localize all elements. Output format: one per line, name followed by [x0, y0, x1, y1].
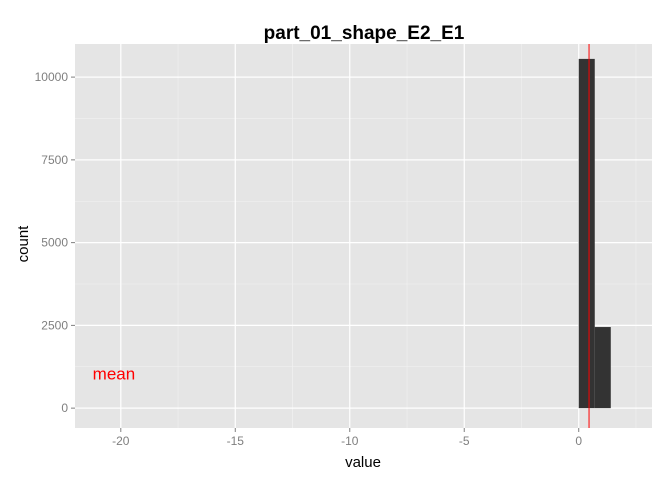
- x-tick-label: -10: [341, 434, 359, 448]
- y-tick-label: 10000: [35, 70, 69, 84]
- y-tick-label: 0: [61, 401, 68, 415]
- histogram-bar: [594, 327, 611, 409]
- minor-gridlines: [75, 44, 652, 428]
- mean-label: mean: [93, 364, 136, 383]
- x-tick-label: -20: [112, 434, 130, 448]
- plot-panel: [75, 44, 652, 428]
- x-tick-label: 0: [575, 434, 582, 448]
- x-tick-label: -5: [459, 434, 470, 448]
- y-tick-label: 2500: [41, 318, 68, 332]
- x-axis-ticks: -20 -15 -10 -5 0: [112, 428, 582, 448]
- histogram-bars: [578, 58, 611, 409]
- y-tick-label: 7500: [41, 153, 68, 167]
- chart-title: part_01_shape_E2_E1: [264, 23, 465, 44]
- y-axis-title: count: [15, 225, 32, 263]
- x-axis-title: value: [345, 454, 381, 471]
- histogram-bar: [578, 58, 595, 409]
- y-tick-label: 5000: [41, 236, 68, 250]
- y-axis-ticks: 0 2500 5000 7500 10000: [35, 70, 75, 415]
- x-tick-label: -15: [227, 434, 245, 448]
- mean-marker: mean: [93, 44, 590, 428]
